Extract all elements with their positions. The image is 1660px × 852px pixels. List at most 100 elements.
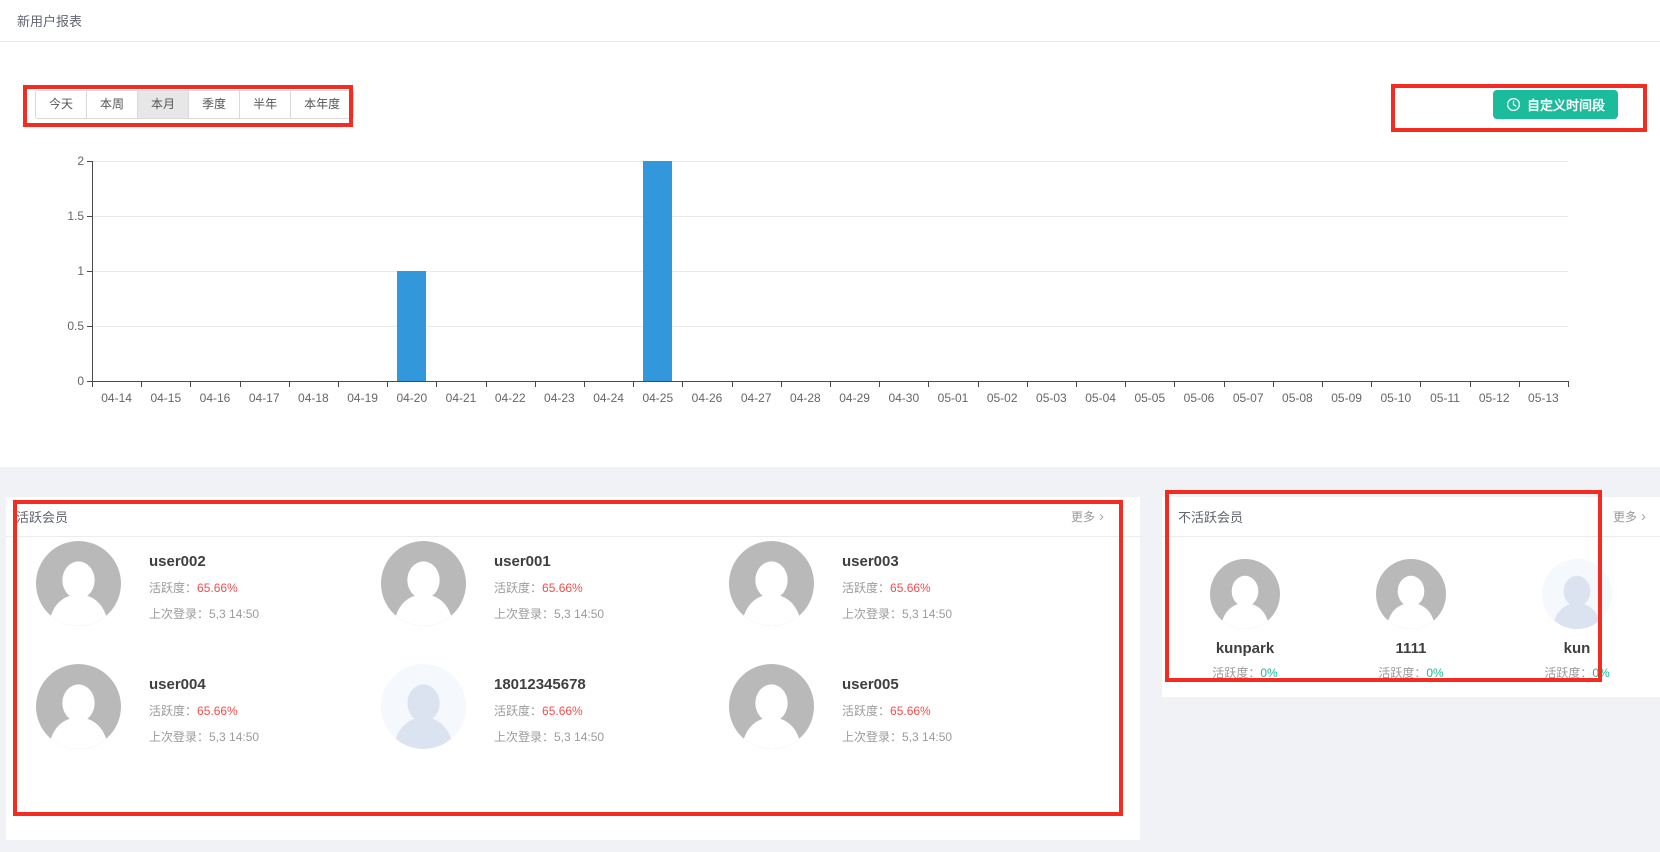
x-axis-tick <box>928 382 930 387</box>
member-name: user002 <box>149 553 206 570</box>
x-axis-label: 04-16 <box>199 391 231 405</box>
user-avatar <box>381 664 466 749</box>
member-activity: 活跃度：0% <box>1378 666 1444 680</box>
chart-gridline <box>92 326 1568 327</box>
clock-icon <box>1506 97 1521 112</box>
page-header: 新用户报表 <box>0 0 1660 42</box>
x-axis-tick <box>1125 382 1127 387</box>
active-member-card[interactable]: user002 活跃度：65.66% 上次登录：5,3 14:50 <box>36 541 381 664</box>
x-axis-tick <box>1371 382 1373 387</box>
more-label: 更多 <box>1070 510 1095 524</box>
member-activity: 活跃度：65.66% <box>149 581 238 595</box>
user-avatar <box>1542 559 1612 629</box>
x-axis-label: 05-12 <box>1478 391 1510 405</box>
time-range-tab-4[interactable]: 季度 <box>188 91 240 118</box>
chevron-right-icon: › <box>1099 508 1104 525</box>
time-range-tab-2[interactable]: 本周 <box>86 91 138 118</box>
user-avatar <box>1376 559 1446 629</box>
x-axis-label: 05-09 <box>1331 391 1362 405</box>
inactive-members-header: 不活跃会员 更多 › <box>1162 497 1660 537</box>
x-axis-tick <box>1568 382 1569 387</box>
x-axis-tick <box>977 382 979 387</box>
member-info: user002 活跃度：65.66% 上次登录：5,3 14:50 <box>149 541 259 622</box>
member-activity: 活跃度：65.66% <box>842 581 931 595</box>
x-axis-tick <box>534 382 536 387</box>
member-info: user001 活跃度：65.66% 上次登录：5,3 14:50 <box>494 541 604 622</box>
inactive-members-panel: 不活跃会员 更多 › kunpark 活跃度：0% 1111 活跃度：0% kun 活跃度… <box>1162 497 1660 697</box>
time-range-tab-6[interactable]: 本年度 <box>290 91 354 118</box>
active-members-title: 活跃会员 <box>16 510 69 525</box>
inactive-members-grid: kunpark 活跃度：0% 1111 活跃度：0% kun 活跃度：0% <box>1162 537 1660 681</box>
member-name: kun <box>1563 640 1591 657</box>
x-axis-label: 05-01 <box>937 391 969 405</box>
user-avatar <box>1210 559 1280 629</box>
member-info: user005 活跃度：65.66% 上次登录：5,3 14:50 <box>842 664 952 745</box>
time-range-tab-5[interactable]: 半年 <box>239 91 291 118</box>
custom-time-range-label: 自定义时间段 <box>1526 98 1605 113</box>
active-members-more-link[interactable]: 更多 › <box>1071 508 1104 525</box>
member-name: 18012345678 <box>494 676 586 693</box>
custom-time-range-button[interactable]: 自定义时间段 <box>1492 90 1618 119</box>
x-axis-label: 04-21 <box>445 391 477 405</box>
user-avatar <box>729 541 814 626</box>
active-member-card[interactable]: user001 活跃度：65.66% 上次登录：5,3 14:50 <box>381 541 729 664</box>
x-axis-tick <box>1272 382 1274 387</box>
member-activity: 活跃度：65.66% <box>842 704 931 718</box>
x-axis-label: 05-05 <box>1134 391 1166 405</box>
x-axis-tick <box>1026 382 1028 387</box>
x-axis-tick <box>1469 382 1471 387</box>
x-axis-tick <box>436 382 438 387</box>
x-axis-label: 04-24 <box>593 391 624 405</box>
inactive-members-more-link[interactable]: 更多 › <box>1613 508 1646 525</box>
x-axis-label: 04-25 <box>642 391 674 405</box>
time-range-tab-3[interactable]: 本月 <box>137 91 189 118</box>
user-avatar <box>729 664 814 749</box>
user-avatar <box>381 541 466 626</box>
y-axis-tick <box>87 216 92 217</box>
user-avatar <box>36 541 121 626</box>
x-axis-label: 05-03 <box>1036 391 1067 405</box>
x-axis-label: 04-15 <box>150 391 182 405</box>
member-info: 18012345678 活跃度：65.66% 上次登录：5,3 14:50 <box>494 664 604 745</box>
member-last-login: 上次登录：5,3 14:50 <box>149 607 260 621</box>
x-axis-label: 04-14 <box>101 391 132 405</box>
member-last-login: 上次登录：5,3 14:50 <box>842 730 953 744</box>
more-label: 更多 <box>1612 510 1637 524</box>
x-axis-label: 05-04 <box>1085 391 1116 405</box>
x-axis-tick <box>141 382 143 387</box>
y-axis-label: 1 <box>77 264 84 278</box>
x-axis-tick <box>387 382 389 387</box>
x-axis-tick <box>1223 382 1225 387</box>
active-member-card[interactable]: user004 活跃度：65.66% 上次登录：5,3 14:50 <box>36 664 381 787</box>
inactive-member-card[interactable]: 1111 活跃度：0% <box>1346 559 1476 681</box>
member-name: kunpark <box>1215 640 1275 657</box>
active-member-card[interactable]: user003 活跃度：65.66% 上次登录：5,3 14:50 <box>729 541 1140 664</box>
x-axis-tick <box>633 382 635 387</box>
active-member-card[interactable]: 18012345678 活跃度：65.66% 上次登录：5,3 14:50 <box>381 664 729 787</box>
x-axis-label: 04-30 <box>888 391 920 405</box>
member-info: user003 活跃度：65.66% 上次登录：5,3 14:50 <box>842 541 952 622</box>
x-axis-tick <box>338 382 339 387</box>
x-axis-tick <box>731 382 733 387</box>
chart-bar <box>397 271 427 381</box>
x-axis-label: 05-13 <box>1528 391 1559 405</box>
member-last-login: 上次登录：5,3 14:50 <box>842 607 953 621</box>
x-axis-tick <box>584 382 585 387</box>
x-axis-tick <box>879 382 881 387</box>
x-axis-label: 05-02 <box>986 391 1018 405</box>
member-name: user004 <box>149 676 206 693</box>
active-member-card[interactable]: user005 活跃度：65.66% 上次登录：5,3 14:50 <box>729 664 1140 787</box>
y-axis-line <box>92 161 93 382</box>
x-axis-tick <box>1076 382 1077 387</box>
x-axis-label: 05-06 <box>1183 391 1215 405</box>
time-range-tab-1[interactable]: 今天 <box>36 91 87 118</box>
member-activity: 活跃度：0% <box>1212 666 1278 680</box>
x-axis-label: 04-17 <box>248 391 280 405</box>
time-range-tabs: 今天 本周 本月 季度 半年 本年度 <box>35 90 355 119</box>
active-members-grid: user002 活跃度：65.66% 上次登录：5,3 14:50 user001 活跃… <box>6 537 1140 787</box>
x-axis-tick <box>92 382 93 387</box>
chart-bar <box>643 161 673 381</box>
inactive-member-card[interactable]: kunpark 活跃度：0% <box>1180 559 1310 681</box>
y-axis-tick <box>87 326 92 327</box>
inactive-member-card[interactable]: kun 活跃度：0% <box>1512 559 1642 681</box>
